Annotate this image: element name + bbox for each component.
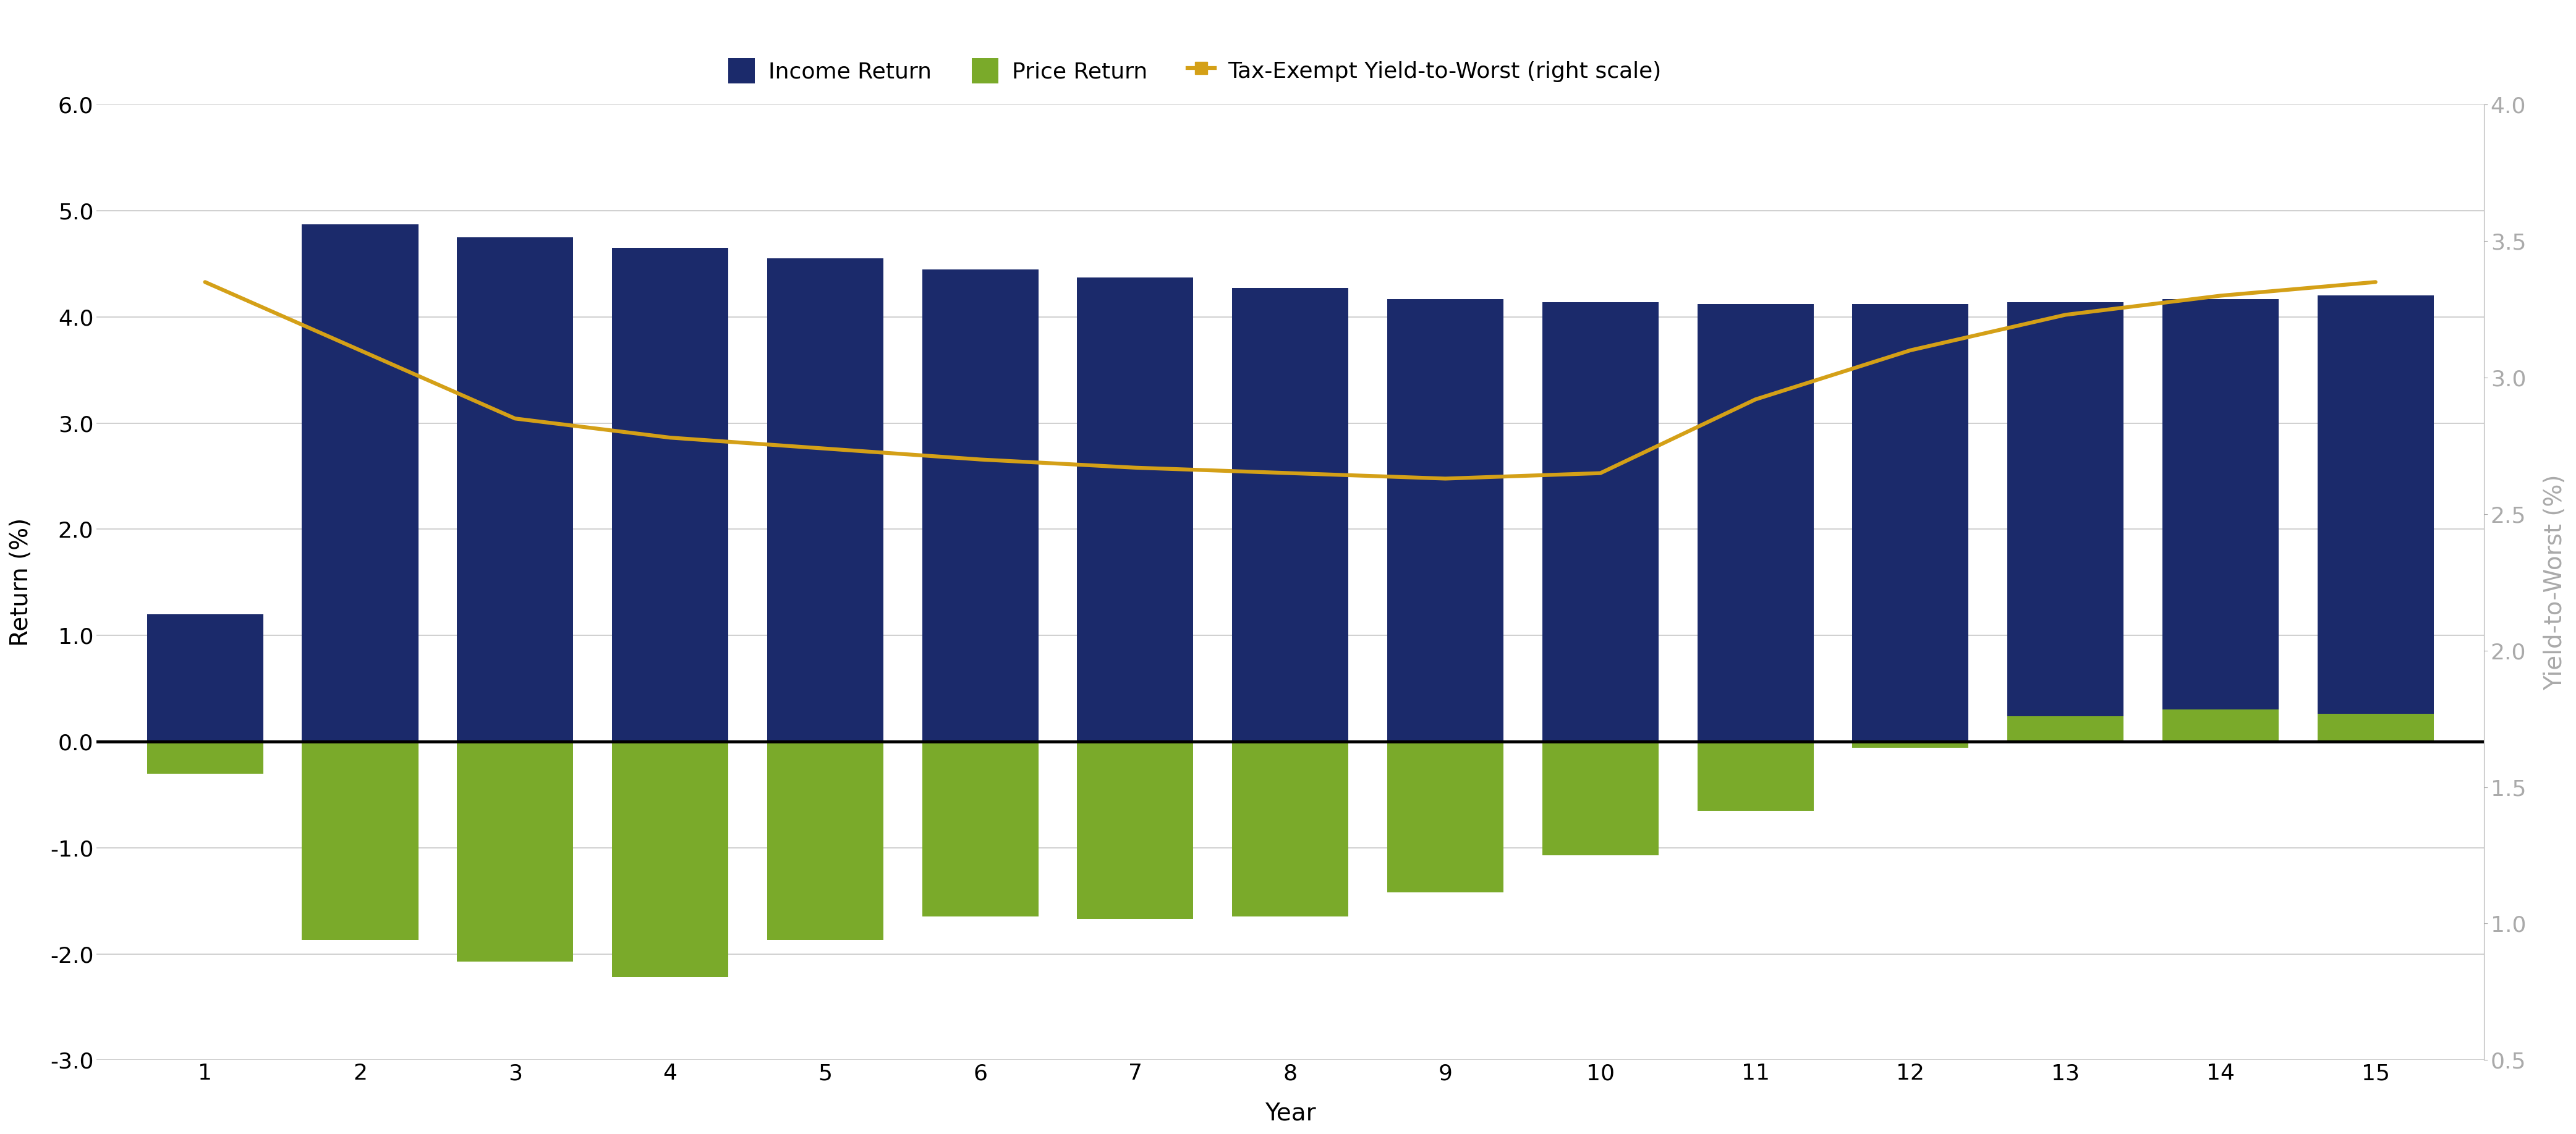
Tax-Exempt Yield-to-Worst (right scale) [1275, 466, 1306, 480]
Bar [2161, 710, 2280, 742]
Tax-Exempt Yield-to-Worst (right scale) [2360, 276, 2391, 289]
Tax-Exempt Yield-to-Worst (right scale) [2205, 289, 2236, 303]
Bar [1543, 302, 1659, 742]
Tax-Exempt Yield-to-Worst (right scale) [191, 276, 222, 289]
Bar [768, 742, 884, 940]
Bar [2161, 299, 2280, 742]
Tax-Exempt Yield-to-Worst (right scale) [345, 344, 376, 357]
Legend: Income Return, Price Return, Tax-Exempt Yield-to-Worst (right scale): Income Return, Price Return, Tax-Exempt … [719, 49, 1669, 93]
Y-axis label: Yield-to-Worst (%): Yield-to-Worst (%) [2543, 474, 2566, 691]
Bar [1852, 742, 1968, 748]
Bar [456, 742, 574, 962]
Bar [2318, 296, 2434, 742]
Tax-Exempt Yield-to-Worst (right scale) [809, 442, 840, 456]
Bar [147, 742, 263, 773]
Bar [147, 615, 263, 742]
Tax-Exempt Yield-to-Worst (right scale) [500, 412, 531, 425]
Tax-Exempt Yield-to-Worst (right scale) [966, 452, 997, 466]
Bar [1077, 742, 1193, 919]
Y-axis label: Return (%): Return (%) [10, 518, 33, 646]
Bar [301, 225, 417, 742]
Bar [1077, 278, 1193, 742]
Bar [768, 259, 884, 742]
Bar [922, 269, 1038, 742]
Bar [922, 742, 1038, 916]
Tax-Exempt Yield-to-Worst (right scale) [1430, 472, 1461, 485]
Bar [456, 237, 574, 742]
Bar [1852, 304, 1968, 742]
Bar [1388, 742, 1504, 892]
Bar [2318, 714, 2434, 742]
Bar [1698, 742, 1814, 811]
Bar [1231, 742, 1347, 916]
Line: Tax-Exempt Yield-to-Worst (right scale): Tax-Exempt Yield-to-Worst (right scale) [206, 282, 2375, 479]
Tax-Exempt Yield-to-Worst (right scale) [1739, 392, 1770, 406]
Bar [1388, 299, 1504, 742]
Bar [2007, 302, 2123, 742]
Tax-Exempt Yield-to-Worst (right scale) [654, 431, 685, 445]
Bar [1698, 304, 1814, 742]
Tax-Exempt Yield-to-Worst (right scale) [1121, 460, 1151, 474]
Bar [613, 742, 729, 978]
Bar [1231, 288, 1347, 742]
Bar [301, 742, 417, 940]
X-axis label: Year: Year [1265, 1101, 1316, 1125]
Tax-Exempt Yield-to-Worst (right scale) [2050, 308, 2081, 322]
Tax-Exempt Yield-to-Worst (right scale) [1896, 344, 1927, 357]
Tax-Exempt Yield-to-Worst (right scale) [1584, 466, 1615, 480]
Bar [613, 248, 729, 742]
Bar [1543, 742, 1659, 855]
Bar [2007, 716, 2123, 742]
